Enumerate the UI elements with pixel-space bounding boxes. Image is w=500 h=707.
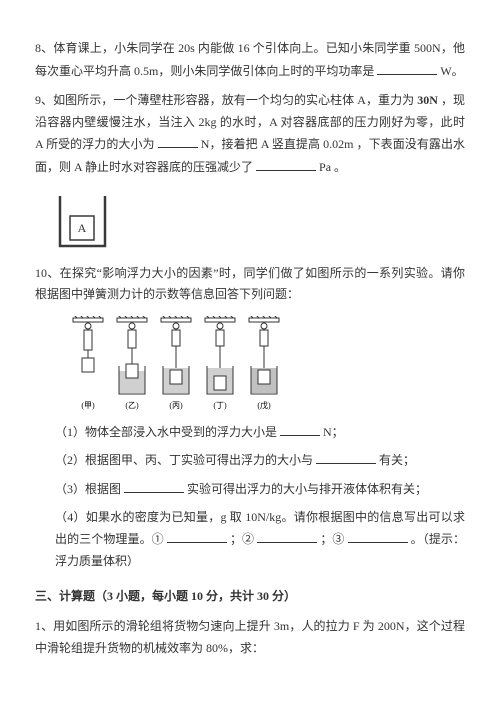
q10-sub2: （2）根据图甲、丙、丁实验可得出浮力的大小与 有关； xyxy=(35,449,465,472)
q10-diagram: (甲) (乙) xyxy=(65,316,465,411)
block-a-label: A xyxy=(78,221,87,235)
q3-1: 1、用如图所示的滑轮组将货物匀速向上提升 3m，人的拉力 F 为 200N，这个… xyxy=(35,616,465,659)
setup-5: (戊) xyxy=(249,316,279,410)
setup-2: (乙) xyxy=(117,316,147,410)
question-10-intro: 10、在探究“影响浮力大小的因素”时，同学们做了如图所示的一系列实验。请你根据图… xyxy=(35,263,465,306)
container-svg: A xyxy=(55,191,110,251)
q9-height: 0.02m xyxy=(323,137,353,151)
q8-blank xyxy=(377,60,437,75)
q9-unit-2: Pa 。 xyxy=(319,160,346,174)
q9-diagram: A xyxy=(55,191,465,251)
q9-mass: 2kg xyxy=(199,115,217,129)
q10-blank-4c xyxy=(348,528,408,543)
question-8: 8、体育课上，小朱同学在 20s 内能做 16 个引体向上。已知小朱同学重 50… xyxy=(35,38,465,82)
question-9: 9、如图所示，一个薄壁柱形容器，放有一个均匀的实心柱体 A，重力为 30N ，现… xyxy=(35,90,465,178)
q10-blank-2 xyxy=(316,449,376,464)
q10-sub4: （4）如果水的密度为已知量，g 取 10N/kg。请你根据图中的信息写出可以求出… xyxy=(35,507,465,573)
setup-3: (丙) xyxy=(161,316,191,410)
setup-4: (丁) xyxy=(205,316,235,410)
svg-text:(丙): (丙) xyxy=(169,401,183,410)
q10-blank-1 xyxy=(280,421,320,436)
svg-text:(乙): (乙) xyxy=(125,401,139,410)
q10-blank-4a xyxy=(167,528,227,543)
q9-weight: 30N xyxy=(417,93,438,107)
q10-sub3: （3）根据图 实验可得出浮力的大小与排开液体体积有关； xyxy=(35,478,465,501)
svg-text:(丁): (丁) xyxy=(213,401,227,410)
experiment-group: (甲) (乙) xyxy=(73,316,279,410)
section-3-title: 三、计算题（3 小题，每小题 10 分，共计 30 分） xyxy=(35,586,465,608)
svg-text:(戊): (戊) xyxy=(257,400,271,410)
spring-svg: (甲) (乙) xyxy=(65,316,295,411)
setup-1: (甲) xyxy=(73,316,103,410)
q9-blank-2 xyxy=(256,156,316,171)
q8-unit: W。 xyxy=(440,64,463,78)
q10-blank-4b xyxy=(257,528,317,543)
q10-blank-3 xyxy=(124,478,184,493)
q10-sub1: （1）物体全部浸入水中受到的浮力大小是 N； xyxy=(35,421,465,444)
svg-text:(甲): (甲) xyxy=(81,401,95,410)
q9-text-a: 9、如图所示，一个薄壁柱形容器，放有一个均匀的实心柱体 A，重力为 xyxy=(35,93,417,107)
q9-blank-1 xyxy=(158,133,198,148)
q9-unit-1: N，接着把 A 竖直提高 xyxy=(201,137,323,151)
